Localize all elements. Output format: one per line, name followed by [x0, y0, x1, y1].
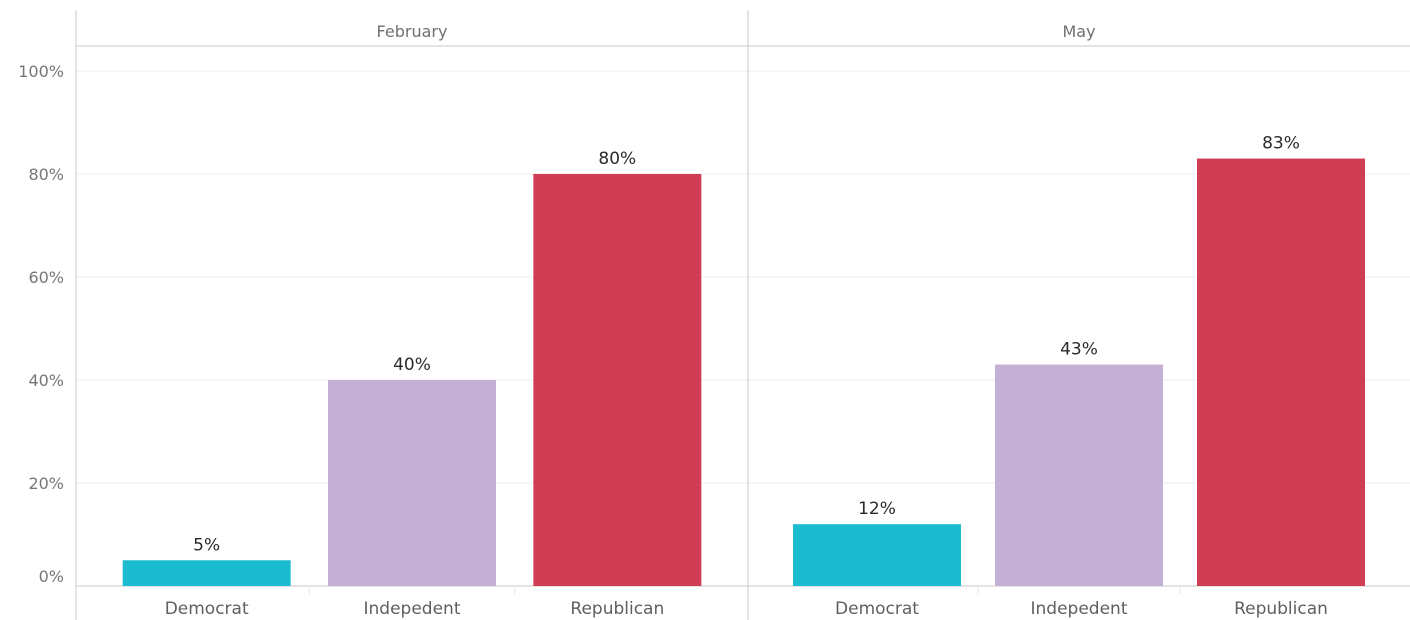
panel-header-february: February — [377, 22, 448, 41]
panel-headers: February May — [377, 22, 1096, 41]
data-label-may-democrat: 12% — [858, 499, 896, 519]
data-label-february-republican: 80% — [598, 149, 636, 169]
category-label-february-indepedent: Indepedent — [364, 599, 461, 619]
chart-frame — [75, 10, 1410, 620]
y-tick-label-0: 0% — [39, 567, 64, 586]
gridlines — [76, 70, 1410, 484]
bar-may-republican — [1197, 158, 1365, 587]
category-label-february-republican: Republican — [570, 599, 664, 619]
bar-february-democrat — [122, 560, 291, 586]
panel-header-may: May — [1062, 22, 1095, 41]
y-tick-label-100: 100% — [18, 62, 64, 81]
category-label-february-democrat: Democrat — [165, 599, 249, 619]
data-label-february-democrat: 5% — [193, 535, 220, 555]
bars — [122, 158, 1365, 587]
data-label-may-republican: 83% — [1262, 134, 1300, 154]
category-labels: Democrat Indepedent Republican Democrat Inde… — [165, 599, 1328, 619]
data-label-february-indepedent: 40% — [393, 355, 431, 375]
data-label-may-indepedent: 43% — [1060, 340, 1098, 360]
bar-may-indepedent — [995, 364, 1163, 586]
y-tick-label-40: 40% — [28, 371, 64, 390]
data-labels: 5% 40% 80% 12% 43% 83% — [193, 134, 1300, 556]
bar-february-indepedent — [328, 380, 496, 586]
bar-february-republican — [533, 174, 702, 586]
bar-may-democrat — [793, 524, 961, 586]
category-label-may-democrat: Democrat — [835, 599, 919, 619]
y-axis-ticks: 0% 20% 40% 60% 80% 100% — [18, 62, 64, 586]
y-tick-label-20: 20% — [28, 474, 64, 493]
y-tick-label-80: 80% — [28, 165, 64, 184]
y-tick-label-60: 60% — [28, 268, 64, 287]
category-label-may-indepedent: Indepedent — [1031, 599, 1128, 619]
category-label-may-republican: Republican — [1234, 599, 1328, 619]
